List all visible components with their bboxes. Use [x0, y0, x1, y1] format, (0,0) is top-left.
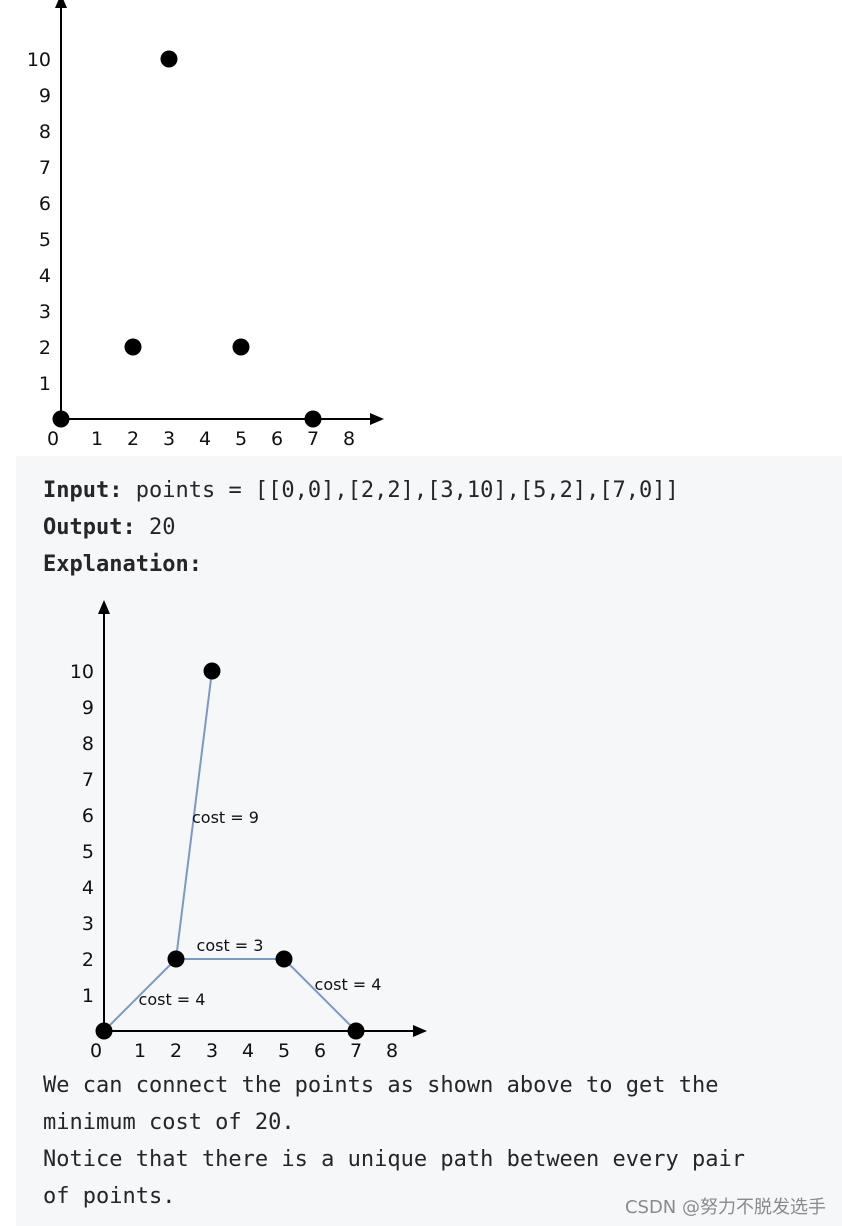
- x-axis-arrow: [413, 1025, 427, 1037]
- edge-cost-label: cost = 4: [315, 975, 382, 994]
- edge-cost-label: cost = 9: [192, 808, 259, 827]
- y-tick-label: 1: [82, 985, 94, 1007]
- minimum-spanning-tree-plot: 0 1 2 3 4 5 6 7 8 1 2 3 4 5 6 7 8 9 10 cost = 4 cost = 3 cost…: [70, 600, 427, 1062]
- data-point: [203, 662, 221, 680]
- x-tick-label: 7: [307, 428, 319, 450]
- y-tick-label: 7: [39, 157, 51, 179]
- y-axis-arrow: [55, 0, 67, 8]
- explanation-line: minimum cost of 20.: [43, 1110, 295, 1135]
- data-point: [52, 410, 70, 428]
- x-tick-label: 1: [91, 428, 103, 450]
- edge-line: [175, 670, 213, 960]
- x-tick-label: 4: [242, 1040, 254, 1062]
- y-tick-label: 4: [39, 265, 51, 287]
- data-point: [124, 338, 142, 356]
- y-tick-label: 3: [39, 301, 51, 323]
- x-tick-label: 5: [235, 428, 247, 450]
- x-tick-label: 5: [278, 1040, 290, 1062]
- explanation-label: Explanation:: [43, 552, 202, 577]
- x-tick-label: 6: [271, 428, 283, 450]
- explanation-line: Notice that there is a unique path betwe…: [43, 1147, 745, 1172]
- y-tick-label: 6: [39, 193, 51, 215]
- y-tick-label: 2: [82, 949, 94, 971]
- edge-line: [103, 958, 177, 1032]
- data-point: [232, 338, 250, 356]
- y-tick-label: 6: [82, 805, 94, 827]
- data-point: [95, 1022, 113, 1040]
- explanation-line: of points.: [43, 1184, 176, 1209]
- y-tick-label: 9: [82, 697, 94, 719]
- x-axis-arrow: [370, 413, 384, 425]
- y-tick-label: 10: [27, 49, 51, 71]
- x-tick-label: 3: [163, 428, 175, 450]
- data-point: [347, 1022, 365, 1040]
- x-tick-label: 2: [127, 428, 139, 450]
- y-tick-label: 9: [39, 85, 51, 107]
- edge-line: [283, 958, 357, 1032]
- input-line: Input: points = [[0,0],[2,2],[3,10],[5,2…: [43, 478, 679, 503]
- x-tick-label: 8: [343, 428, 355, 450]
- output-value: 20: [135, 515, 176, 540]
- y-tick-label: 1: [39, 373, 51, 395]
- input-label: Input:: [43, 478, 123, 503]
- data-point: [160, 50, 178, 68]
- example-code-block: Input: points = [[0,0],[2,2],[3,10],[5,2…: [16, 456, 842, 1226]
- data-point: [167, 950, 185, 968]
- y-tick-label: 8: [82, 733, 94, 755]
- scatter-plot-points: 0 1 2 3 4 5 6 7 8 1 2 3 4 5 6 7 8 9 10: [27, 0, 384, 450]
- x-tick-label: 3: [206, 1040, 218, 1062]
- data-point: [275, 950, 293, 968]
- watermark: CSDN @努力不脱发选手: [624, 1197, 826, 1218]
- edge-cost-label: cost = 4: [139, 990, 206, 1009]
- explanation-line: We can connect the points as shown above…: [43, 1073, 719, 1098]
- x-tick-label: 4: [199, 428, 211, 450]
- y-tick-label: 5: [82, 841, 94, 863]
- x-tick-label: 8: [386, 1040, 398, 1062]
- x-tick-label: 7: [350, 1040, 362, 1062]
- y-tick-label: 3: [82, 913, 94, 935]
- x-tick-label: 2: [170, 1040, 182, 1062]
- x-tick-label: 6: [314, 1040, 326, 1062]
- output-line: Output: 20: [43, 515, 175, 540]
- x-tick-label: 0: [47, 428, 59, 450]
- edge-cost-label: cost = 3: [197, 936, 264, 955]
- y-axis-arrow: [98, 600, 110, 614]
- y-tick-label: 10: [70, 661, 94, 683]
- input-value: points = [[0,0],[2,2],[3,10],[5,2],[7,0]…: [122, 478, 679, 503]
- y-tick-label: 5: [39, 229, 51, 251]
- output-label: Output:: [43, 515, 136, 540]
- y-tick-label: 7: [82, 769, 94, 791]
- y-tick-label: 2: [39, 337, 51, 359]
- x-tick-label: 1: [134, 1040, 146, 1062]
- data-point: [304, 410, 322, 428]
- y-tick-label: 4: [82, 877, 94, 899]
- x-tick-label: 0: [90, 1040, 102, 1062]
- y-tick-label: 8: [39, 121, 51, 143]
